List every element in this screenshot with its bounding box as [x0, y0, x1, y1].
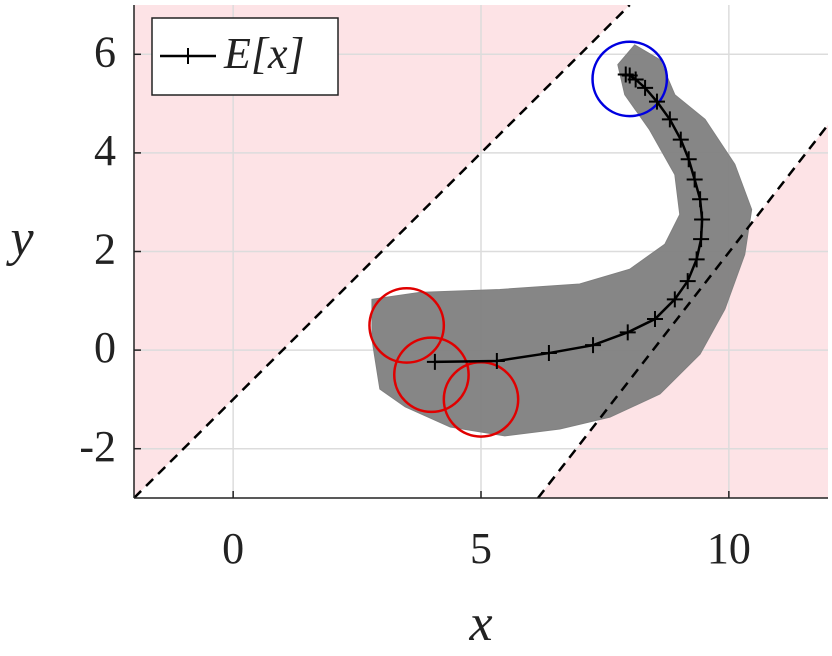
mean-marker — [540, 345, 557, 362]
y-tick-label: 6 — [94, 27, 116, 76]
obstacle — [368, 287, 446, 364]
mean-marker — [488, 352, 505, 369]
x-tick-label: 10 — [707, 524, 751, 573]
constraint-boundary — [134, 5, 631, 498]
mean-marker — [692, 191, 709, 208]
mean-marker — [648, 93, 665, 110]
plot-area — [134, 5, 828, 498]
mean-marker — [619, 324, 636, 341]
sample-band — [371, 44, 753, 437]
y-tick-label: 4 — [94, 126, 116, 175]
mean-marker — [693, 231, 710, 248]
mean-marker — [585, 337, 602, 354]
legend-label: E[x] — [223, 29, 305, 78]
mean-marker — [694, 211, 711, 228]
mean-marker — [680, 151, 697, 168]
mean-marker — [426, 353, 443, 370]
mean-marker — [617, 66, 634, 83]
y-tick-label: 0 — [94, 323, 116, 372]
obstacle — [393, 336, 470, 414]
mean-marker — [637, 79, 654, 96]
x-tick-label: 0 — [222, 524, 244, 573]
x-axis-label: x — [468, 595, 492, 652]
obstacle — [591, 40, 669, 118]
legend: E[x] — [151, 17, 339, 96]
mean-marker — [686, 171, 703, 188]
y-tick-label: -2 — [79, 422, 116, 471]
mean-marker — [688, 251, 705, 268]
mean-marker — [661, 111, 678, 128]
mean-marker — [646, 311, 663, 328]
mean-marker — [679, 273, 696, 290]
mean-marker — [672, 131, 689, 148]
y-tick-label: 2 — [94, 225, 116, 274]
x-tick-label: 5 — [470, 524, 492, 573]
legend-marker — [180, 48, 196, 64]
y-axis-label: y — [5, 210, 34, 267]
constraint-boundary — [537, 124, 828, 498]
mean-marker — [666, 291, 683, 308]
